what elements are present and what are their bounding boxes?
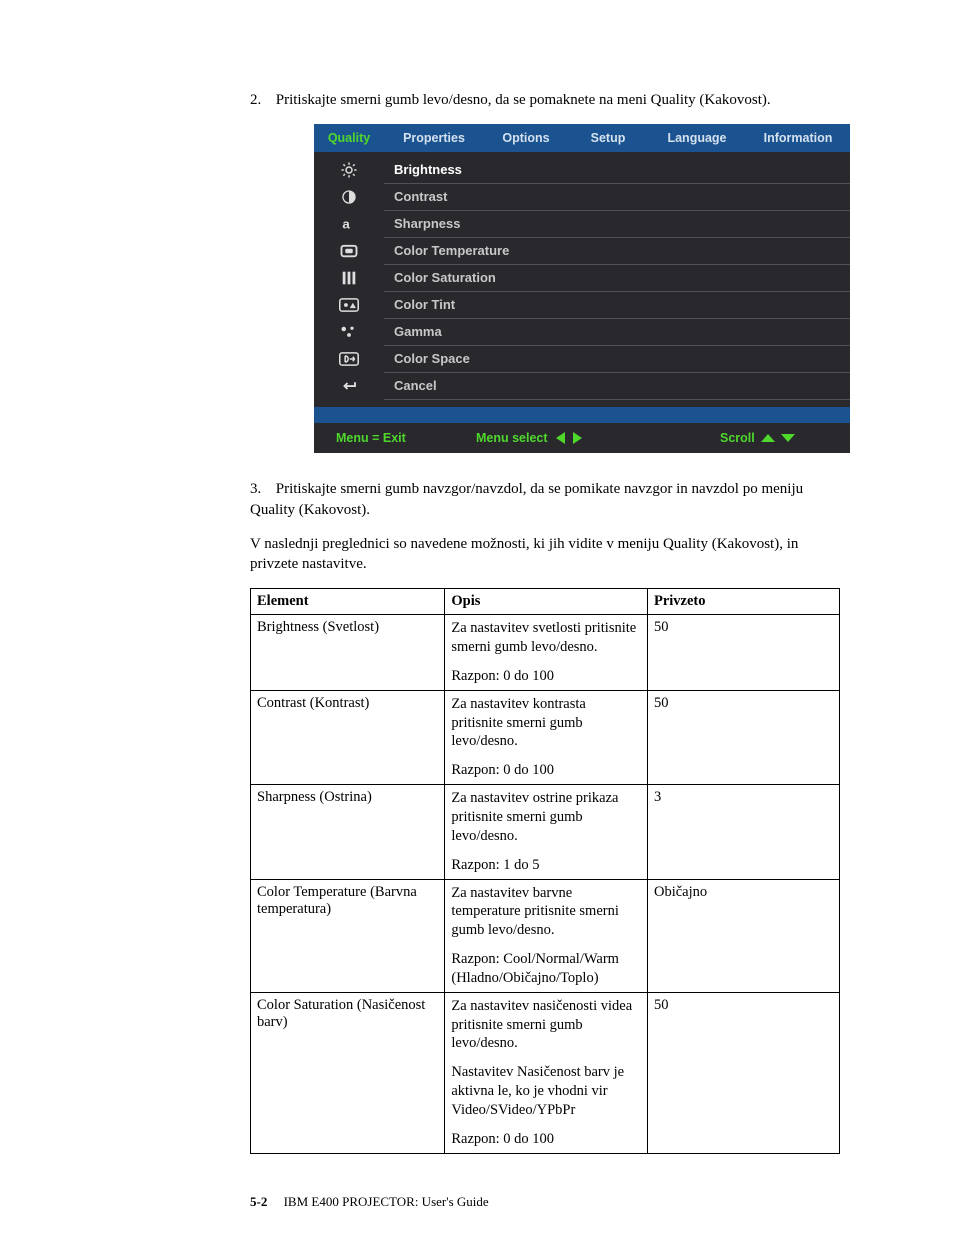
osd-tab-information: Information — [746, 124, 850, 152]
default-cell: Običajno — [647, 879, 839, 992]
osd-foot-exit: Menu = Exit — [314, 431, 476, 445]
table-row: Color Saturation (Nasičenost barv)Za nas… — [251, 992, 840, 1153]
osd-menu-body: BrightnessContrast a SharpnessColor Temper… — [314, 152, 850, 401]
step-number: 2. — [250, 90, 272, 110]
osd-item-label: Color Tint — [384, 291, 850, 319]
osd-item-label: Gamma — [384, 318, 850, 346]
osd-tab-quality: Quality — [314, 124, 384, 152]
step-2: 2. Pritiskajte smerni gumb levo/desno, d… — [250, 90, 844, 110]
osd-foot-select: Menu select — [476, 431, 720, 445]
osd-item-label: Color Temperature — [384, 237, 850, 265]
step-text: Pritiskajte smerni gumb levo/desno, da s… — [276, 92, 771, 108]
osd-item-icon — [314, 377, 384, 394]
table-header-cell: Opis — [445, 589, 648, 615]
description-cell: Za nastavitev ostrine prikaza pritisnite… — [445, 785, 648, 879]
osd-item-icon — [314, 242, 384, 259]
table-row: Brightness (Svetlost)Za nastavitev svetl… — [251, 615, 840, 691]
default-cell: 50 — [647, 992, 839, 1153]
footer-title: IBM E400 PROJECTOR: User's Guide — [284, 1194, 489, 1209]
osd-item-label: Cancel — [384, 372, 850, 400]
table-intro-text: V naslednji preglednici so navedene možn… — [250, 534, 844, 575]
triangle-down-icon — [781, 434, 795, 442]
osd-item-color-tint: Color Tint — [314, 291, 850, 318]
osd-item-label: Sharpness — [384, 210, 850, 238]
element-cell: Brightness (Svetlost) — [251, 615, 445, 691]
page-number: 5-2 — [250, 1194, 267, 1209]
osd-tab-bar: QualityPropertiesOptionsSetupLanguageInf… — [314, 124, 850, 152]
osd-item-color-saturation: Color Saturation — [314, 264, 850, 291]
osd-item-icon — [314, 323, 384, 340]
svg-text:a: a — [342, 217, 350, 232]
triangle-right-icon — [573, 432, 582, 444]
table-row: Color Temperature (Barvna temperatura)Za… — [251, 879, 840, 992]
description-cell: Za nastavitev svetlosti pritisnite smern… — [445, 615, 648, 691]
table-header-cell: Element — [251, 589, 445, 615]
osd-tab-setup: Setup — [568, 124, 648, 152]
osd-footer: Menu = Exit Menu select Scroll — [314, 423, 850, 453]
description-cell: Za nastavitev nasičenosti videa pritisni… — [445, 992, 648, 1153]
osd-tab-properties: Properties — [384, 124, 484, 152]
osd-foot-scroll: Scroll — [720, 431, 850, 445]
step-3: 3. Pritiskajte smerni gumb navzgor/navzd… — [250, 479, 844, 520]
triangle-left-icon — [556, 432, 565, 444]
osd-item-cancel: Cancel — [314, 372, 850, 399]
default-cell: 50 — [647, 690, 839, 784]
osd-blue-strip — [314, 407, 850, 423]
osd-item-label: Contrast — [384, 183, 850, 211]
quality-options-table: ElementOpisPrivzeto Brightness (Svetlost… — [250, 588, 840, 1153]
osd-item-icon — [314, 188, 384, 205]
osd-item-icon: a — [314, 215, 384, 232]
element-cell: Color Temperature (Barvna temperatura) — [251, 879, 445, 992]
description-cell: Za nastavitev kontrasta pritisnite smern… — [445, 690, 648, 784]
element-cell: Color Saturation (Nasičenost barv) — [251, 992, 445, 1153]
table-row: Contrast (Kontrast)Za nastavitev kontras… — [251, 690, 840, 784]
osd-item-icon — [314, 161, 384, 179]
menu-select-label: Menu select — [476, 431, 548, 445]
osd-item-icon — [314, 269, 384, 286]
table-body: Brightness (Svetlost)Za nastavitev svetl… — [251, 615, 840, 1153]
osd-item-label: Color Saturation — [384, 264, 850, 292]
table-header-cell: Privzeto — [647, 589, 839, 615]
osd-item-color-space: Color Space — [314, 345, 850, 372]
table-header-row: ElementOpisPrivzeto — [251, 589, 840, 615]
triangle-up-icon — [761, 434, 775, 442]
osd-item-color-temperature: Color Temperature — [314, 237, 850, 264]
description-cell: Za nastavitev barvne temperature pritisn… — [445, 879, 648, 992]
step-text: Pritiskajte smerni gumb navzgor/navzdol,… — [250, 481, 803, 517]
osd-item-contrast: Contrast — [314, 183, 850, 210]
osd-menu-screenshot: QualityPropertiesOptionsSetupLanguageInf… — [314, 124, 850, 453]
osd-item-sharpness: a Sharpness — [314, 210, 850, 237]
osd-tab-options: Options — [484, 124, 568, 152]
osd-item-label: Color Space — [384, 345, 850, 373]
osd-item-gamma: Gamma — [314, 318, 850, 345]
table-row: Sharpness (Ostrina)Za nastavitev ostrine… — [251, 785, 840, 879]
osd-item-icon — [314, 296, 384, 313]
default-cell: 50 — [647, 615, 839, 691]
osd-item-brightness: Brightness — [314, 156, 850, 183]
osd-tab-language: Language — [648, 124, 746, 152]
element-cell: Contrast (Kontrast) — [251, 690, 445, 784]
osd-item-icon — [314, 350, 384, 367]
osd-item-label: Brightness — [384, 156, 850, 184]
default-cell: 3 — [647, 785, 839, 879]
step-number: 3. — [250, 479, 272, 499]
page-footer: 5-2 IBM E400 PROJECTOR: User's Guide — [250, 1194, 844, 1210]
element-cell: Sharpness (Ostrina) — [251, 785, 445, 879]
scroll-label: Scroll — [720, 431, 755, 445]
